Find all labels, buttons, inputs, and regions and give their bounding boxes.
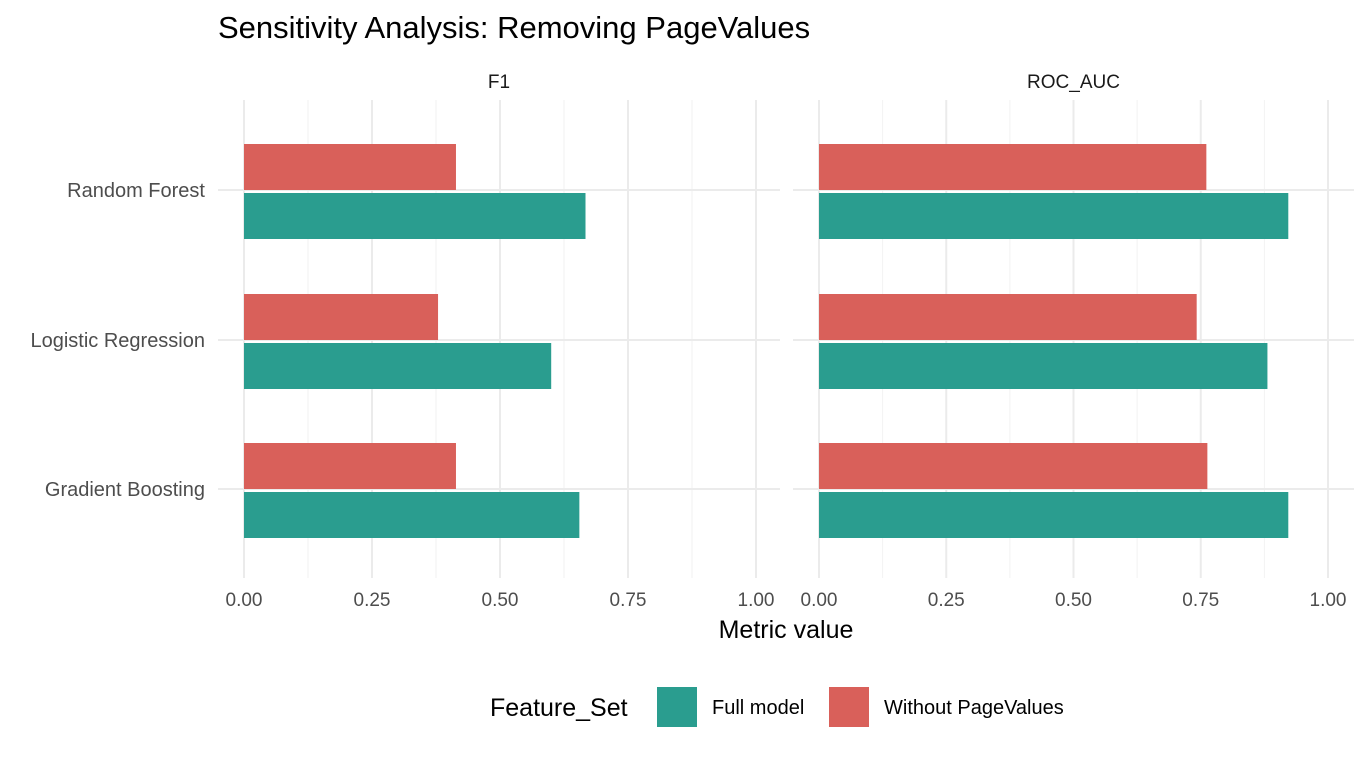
bar-f1-gradient-boosting-without-pagevalues xyxy=(244,443,456,489)
bar-f1-logistic-regression-without-pagevalues xyxy=(244,294,439,340)
legend-items: Full model Without PageValues xyxy=(657,687,1064,727)
legend-key-without-pagevalues xyxy=(829,687,869,727)
x-tick-label: 1.00 xyxy=(1310,590,1347,611)
bar-f1-gradient-boosting-full-model xyxy=(244,492,580,538)
bar-roc-auc-gradient-boosting-full-model xyxy=(819,492,1289,538)
bar-f1-random-forest-without-pagevalues xyxy=(244,144,456,190)
x-tick-label: 0.50 xyxy=(1055,590,1092,611)
bar-roc-auc-logistic-regression-without-pagevalues xyxy=(819,294,1197,340)
bar-f1-logistic-regression-full-model xyxy=(244,343,552,389)
bar-roc-auc-random-forest-full-model xyxy=(819,193,1289,239)
x-tick-label: 1.00 xyxy=(738,590,775,611)
x-tick-label: 0.75 xyxy=(1182,590,1219,611)
y-tick-label: Gradient Boosting xyxy=(45,479,205,501)
facet-panels: F1 0.00 0.25 0.50 0.75 1.00 ROC_AUC 0.00 0.25 0.5… xyxy=(218,72,1354,611)
x-tick-label: 0.00 xyxy=(801,590,838,611)
bar-roc-auc-random-forest-without-pagevalues xyxy=(819,144,1207,190)
legend-label-without-pagevalues: Without PageValues xyxy=(884,697,1064,719)
x-axis-title: Metric value xyxy=(719,616,854,644)
bar-f1-random-forest-full-model xyxy=(244,193,586,239)
y-tick-label: Logistic Regression xyxy=(30,330,205,352)
x-tick-label: 0.25 xyxy=(354,590,391,611)
legend-label-full-model: Full model xyxy=(712,697,804,719)
x-tick-label: 0.75 xyxy=(610,590,647,611)
legend-key-full-model xyxy=(657,687,697,727)
facet-label-f1: F1 xyxy=(488,72,510,93)
y-axis-labels: Random Forest Logistic Regression Gradient… xyxy=(30,180,205,501)
chart-title: Sensitivity Analysis: Removing PageValue… xyxy=(218,10,810,45)
x-tick-label: 0.00 xyxy=(226,590,263,611)
facet-label-roc-auc: ROC_AUC xyxy=(1027,72,1120,93)
y-tick-label: Random Forest xyxy=(67,180,205,202)
facet-panel-roc-auc: ROC_AUC 0.00 0.25 0.50 0.75 1.00 xyxy=(793,72,1354,611)
bar-roc-auc-gradient-boosting-without-pagevalues xyxy=(819,443,1208,489)
x-tick-label: 0.25 xyxy=(928,590,965,611)
facet-panel-f1: F1 0.00 0.25 0.50 0.75 1.00 xyxy=(218,72,780,611)
x-tick-label: 0.50 xyxy=(482,590,519,611)
legend: Feature_Set Full model Without PageValues xyxy=(490,687,1064,727)
legend-title: Feature_Set xyxy=(490,694,628,722)
bar-roc-auc-logistic-regression-full-model xyxy=(819,343,1268,389)
